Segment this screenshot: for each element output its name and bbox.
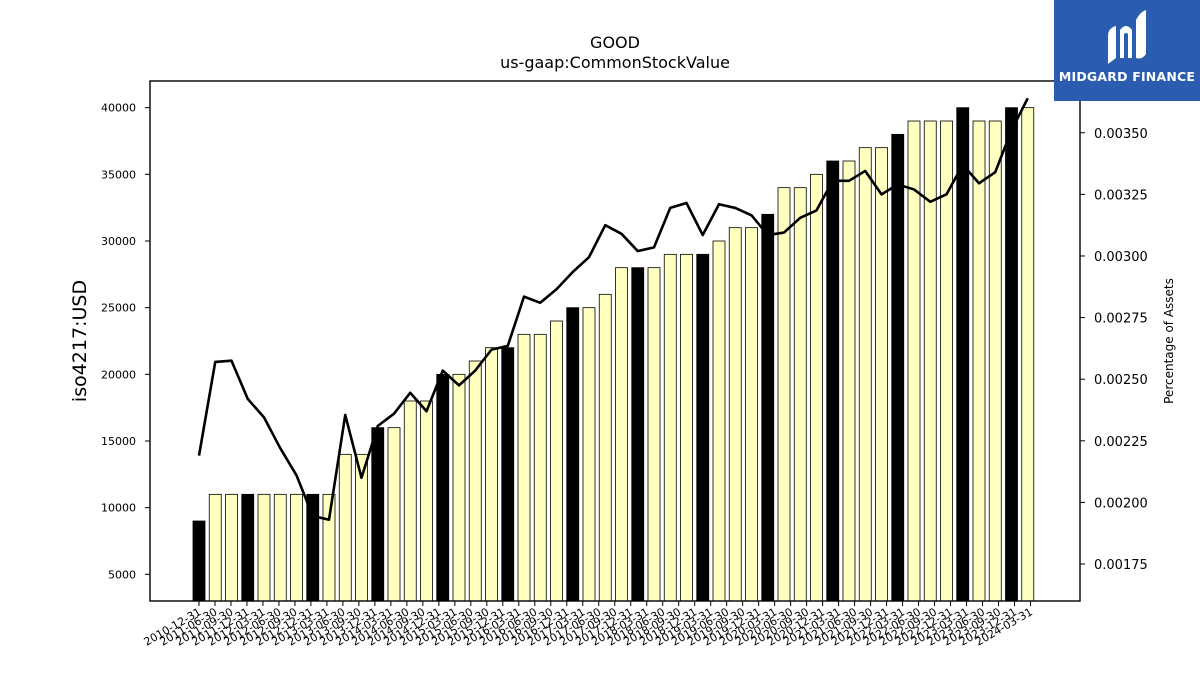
y2-tick-label: 0.00350 (1094, 127, 1148, 142)
bar (842, 160, 856, 602)
bar (371, 427, 385, 602)
bar (631, 267, 645, 602)
bar (728, 227, 742, 602)
y-axis-label: iso4217:USD (69, 280, 91, 402)
y-tick-label: 20000 (101, 368, 136, 381)
bar (403, 400, 417, 602)
bar (533, 333, 547, 602)
bar (306, 493, 320, 602)
logo-text: MIDGARD FINANCE (1058, 69, 1196, 84)
bar (696, 253, 710, 602)
bar (436, 373, 450, 602)
bar (745, 227, 758, 602)
bar (582, 307, 596, 602)
bar (1005, 107, 1018, 602)
bar (485, 347, 498, 602)
bar (338, 453, 352, 602)
bar (777, 187, 791, 602)
bar (468, 360, 482, 602)
bar (598, 293, 612, 602)
chart-subtitle: us-gaap:CommonStockValue (500, 53, 730, 72)
bar (192, 520, 206, 602)
bar (420, 400, 433, 602)
bar (956, 107, 970, 602)
bar (208, 493, 222, 602)
bar (387, 427, 401, 602)
bar (273, 493, 287, 602)
y-tick-label: 30000 (101, 235, 136, 248)
y2-tick-label: 0.00250 (1094, 373, 1148, 388)
bar (988, 120, 1002, 602)
x-ticks-layer: 2010-12-312011-06-302011-09-302011-12-31… (142, 601, 1035, 649)
y2-tick-label: 0.00225 (1094, 435, 1148, 450)
bar (501, 347, 515, 602)
bars-layer (192, 107, 1035, 602)
bar (566, 307, 580, 602)
y-tick-label: 40000 (101, 102, 136, 115)
y-tick-label: 25000 (101, 302, 136, 315)
y2-axis-label: Percentage of Assets (1162, 278, 1176, 404)
y2-tick-label: 0.00300 (1094, 250, 1148, 265)
y-tick-label: 15000 (101, 435, 136, 448)
y2-tick-label: 0.00325 (1094, 188, 1148, 203)
y2-tick-label: 0.00175 (1094, 558, 1148, 573)
bar (972, 120, 986, 602)
bar (826, 160, 840, 602)
bar (615, 267, 628, 602)
percentage-line (197, 97, 1029, 521)
bar (517, 333, 531, 602)
bar (452, 373, 466, 602)
y-tick-label: 10000 (101, 502, 136, 515)
y-tick-label: 5000 (108, 568, 136, 581)
bar (891, 133, 905, 602)
bar (761, 213, 775, 602)
bar (241, 493, 255, 602)
y-tick-label: 35000 (101, 168, 136, 181)
bar (1021, 107, 1035, 602)
bar (663, 253, 677, 602)
y2-tick-label: 0.00275 (1094, 312, 1148, 327)
bar (793, 187, 807, 602)
bar (923, 120, 937, 602)
midgard-logo-icon (1108, 10, 1146, 64)
bar (680, 253, 693, 602)
bar (257, 493, 271, 602)
bar (810, 173, 823, 602)
bar (875, 147, 888, 602)
bar (225, 493, 238, 602)
bar (647, 267, 661, 602)
midgard-finance-logo: MIDGARD FINANCE (1054, 0, 1200, 101)
bar (322, 493, 336, 602)
chart-title: GOOD (590, 33, 640, 52)
y2-tick-label: 0.00200 (1094, 496, 1148, 511)
bar (712, 240, 726, 602)
line-layer (197, 97, 1029, 521)
bar (290, 493, 303, 602)
bar (550, 320, 563, 602)
bar (858, 147, 872, 602)
